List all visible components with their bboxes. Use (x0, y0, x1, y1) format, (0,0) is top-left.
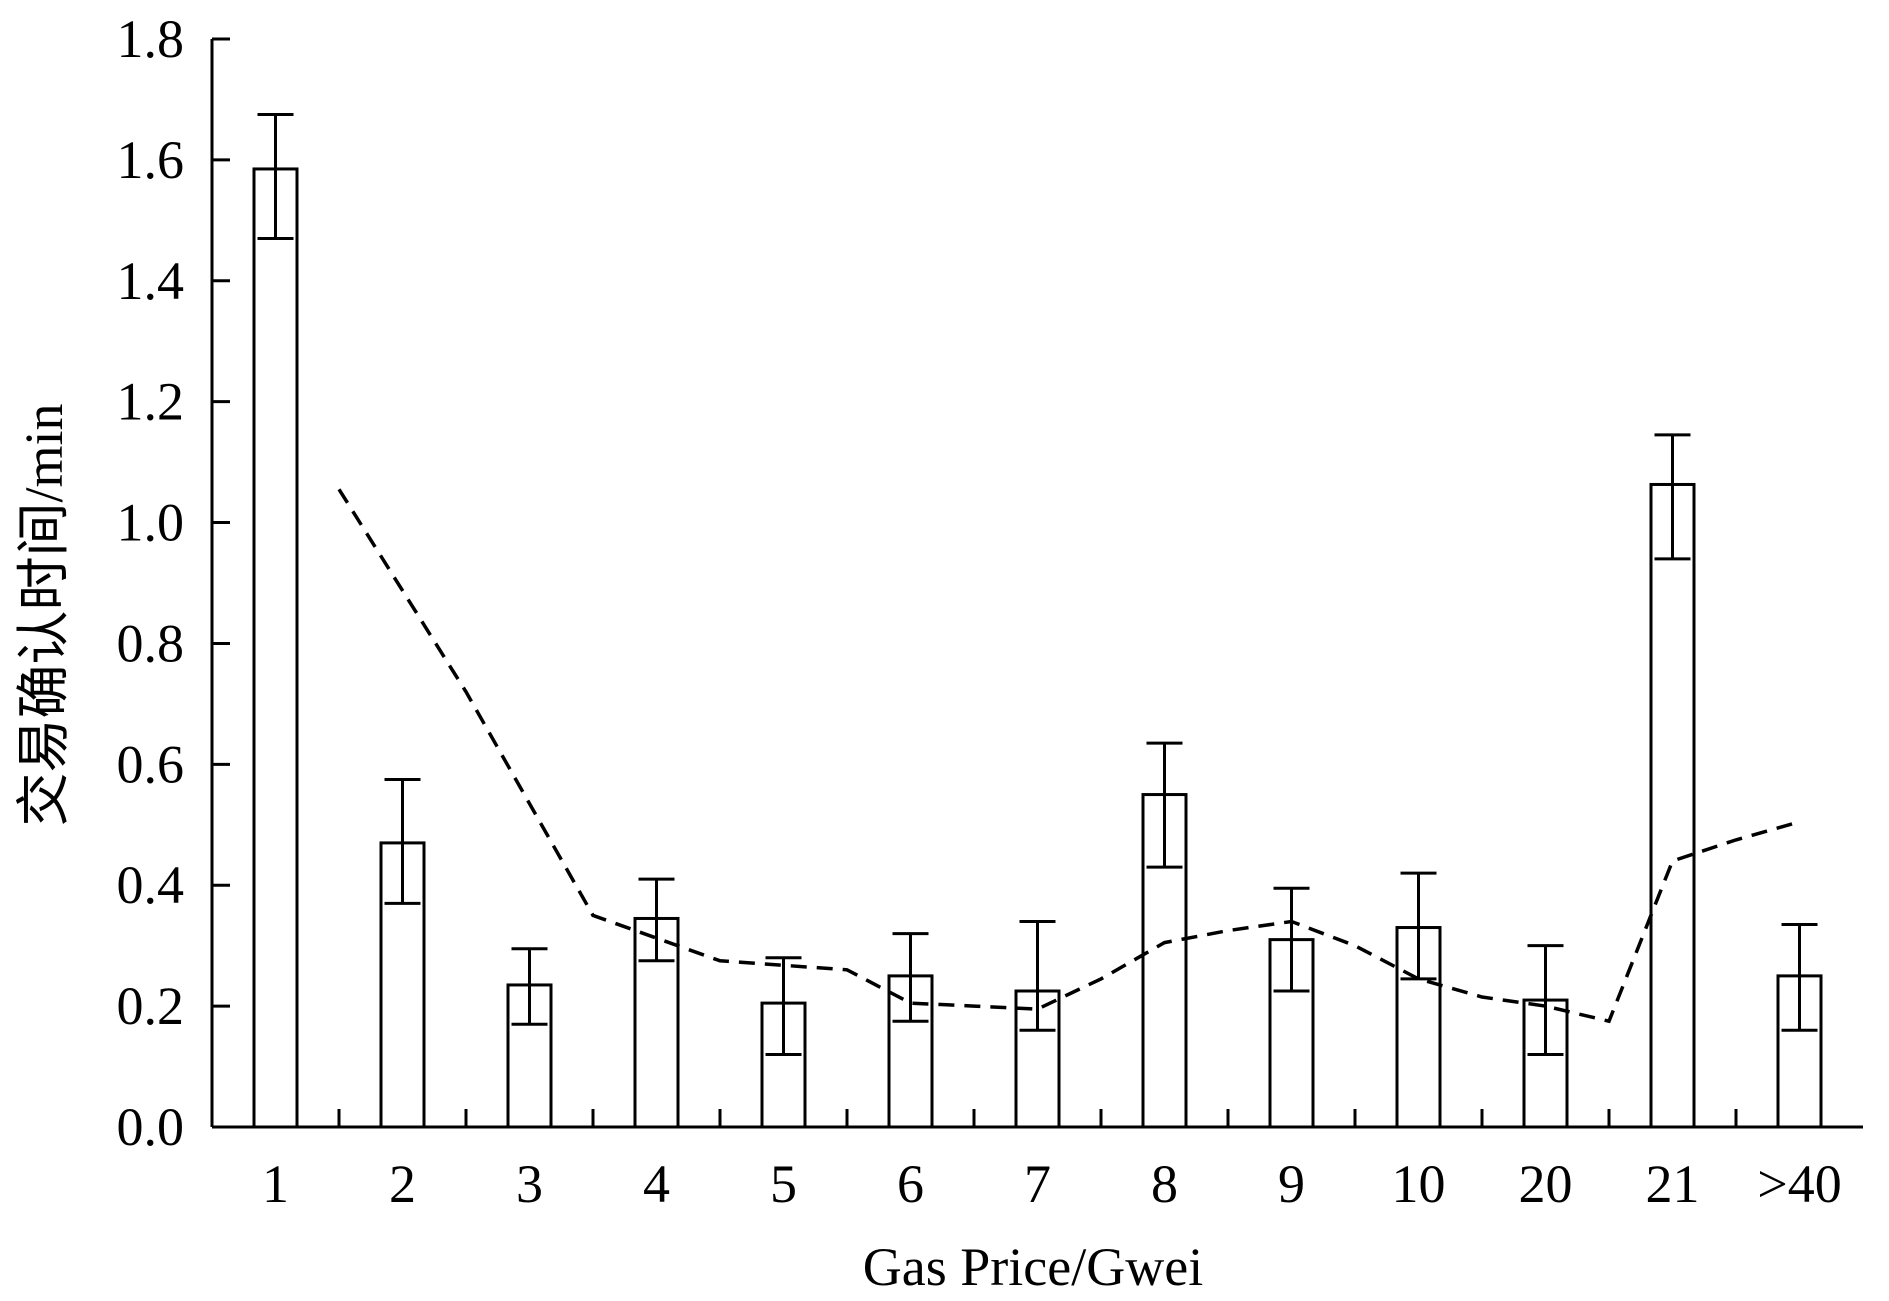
x-axis-title: Gas Price/Gwei (863, 1237, 1203, 1297)
bar-1 (252, 167, 299, 1129)
y-tick-label: 0.2 (117, 976, 185, 1036)
bar-21 (1649, 482, 1696, 1129)
x-tick-label: 10 (1392, 1154, 1446, 1214)
x-tick-label: 7 (1024, 1154, 1051, 1214)
y-tick-label: 1.6 (117, 130, 185, 190)
x-tick-label: 8 (1151, 1154, 1178, 1214)
y-tick-label: 1.4 (117, 251, 185, 311)
trend-line (337, 488, 1800, 1024)
y-tick-label: 0.6 (117, 734, 185, 794)
x-tick-label: 20 (1519, 1154, 1573, 1214)
x-tick-label: 3 (516, 1154, 543, 1214)
y-axis-title: 交易确认时间/min (14, 403, 74, 826)
x-tick-label: 1 (262, 1154, 289, 1214)
y-tick-label: 0.4 (117, 855, 185, 915)
x-tick-label: 4 (643, 1154, 670, 1214)
x-tick-label: 5 (770, 1154, 797, 1214)
y-tick-label: 1.0 (117, 493, 185, 553)
x-tick-label: 2 (389, 1154, 416, 1214)
y-tick-label: 1.2 (117, 372, 185, 432)
bar-4 (633, 916, 680, 1129)
x-tick-label: 6 (897, 1154, 924, 1214)
error-bars-layer (257, 113, 1818, 1056)
x-tick-label: 21 (1646, 1154, 1700, 1214)
x-tick-label: 9 (1278, 1154, 1305, 1214)
axes-layer (210, 39, 1863, 1129)
y-tick-label: 0.8 (117, 613, 185, 673)
y-tick-label: 1.8 (117, 9, 185, 69)
trend-line-layer (337, 488, 1800, 1024)
y-tick-label: 0.0 (117, 1097, 185, 1157)
x-tick-label: >40 (1757, 1154, 1841, 1214)
ticks-layer: 0.0 0.2 0.4 0.6 0.8 1.0 1.2 1.4 1.6 1.8 1 2 3 4 5 6 7 8 9 1… (117, 9, 1842, 1214)
